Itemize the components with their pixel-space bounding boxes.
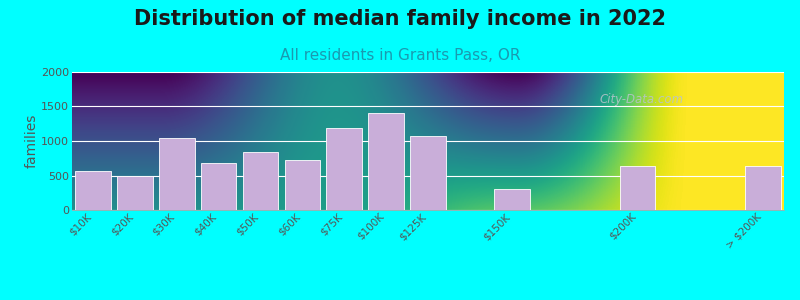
Bar xyxy=(746,166,781,210)
Text: All residents in Grants Pass, OR: All residents in Grants Pass, OR xyxy=(280,48,520,63)
Bar xyxy=(368,113,404,210)
Bar xyxy=(326,128,362,210)
Text: Distribution of median family income in 2022: Distribution of median family income in … xyxy=(134,9,666,29)
Bar xyxy=(410,136,446,210)
Bar xyxy=(75,171,110,210)
Text: City-Data.com: City-Data.com xyxy=(599,93,684,106)
Bar xyxy=(117,176,153,210)
Bar xyxy=(201,163,236,210)
Bar xyxy=(159,138,194,210)
Bar xyxy=(620,166,655,210)
Bar xyxy=(242,152,278,210)
Bar xyxy=(285,160,320,210)
Y-axis label: families: families xyxy=(24,114,38,168)
Bar xyxy=(494,189,530,210)
